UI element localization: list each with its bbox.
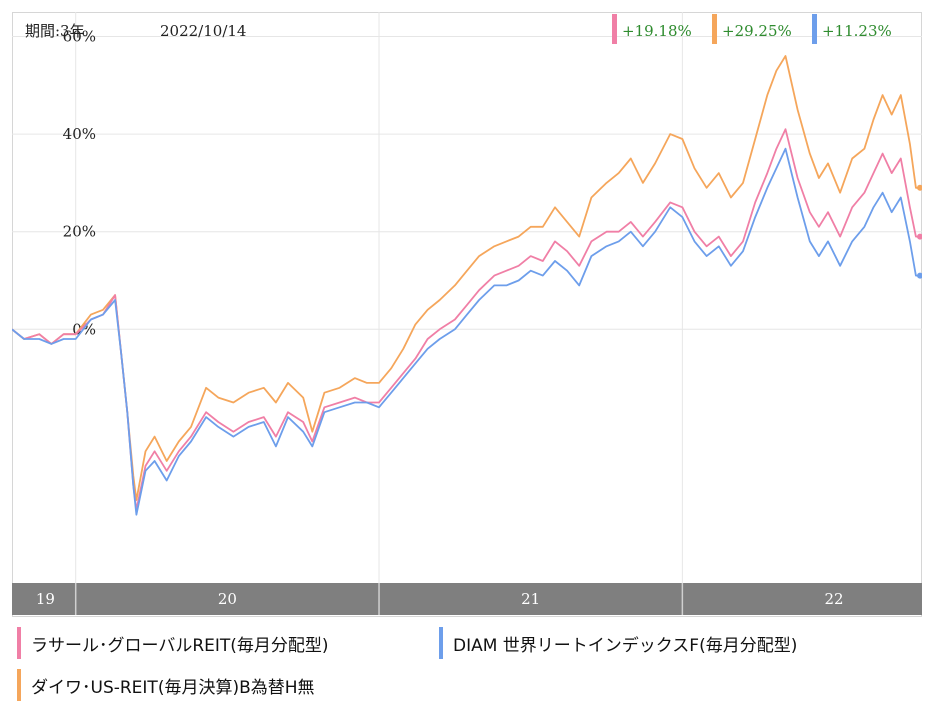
series-end-marker-diam <box>917 272 922 279</box>
return-value-diam: +11.23% <box>822 22 892 40</box>
return-swatch-diam <box>812 14 817 44</box>
series-line-lasalle <box>12 128 922 511</box>
series-lines <box>12 55 922 516</box>
series-line-diam <box>12 147 922 516</box>
x-axis-band: 19 20 21 22 <box>12 583 922 615</box>
return-value-lasalle: +19.18% <box>622 22 692 40</box>
legend-swatch-daiwa <box>17 669 21 701</box>
legend-item-lasalle: ラサール･グローバルREIT(毎月分配型) <box>17 626 329 660</box>
legend-label-diam: DIAM 世界リートインデックスF(毎月分配型) <box>453 635 798 656</box>
period-label: 期間:3年 <box>25 22 85 40</box>
y-tick-label: 40% <box>63 125 96 143</box>
legend-item-daiwa: ダイワ･US-REIT(毎月決算)B為替H無 <box>17 668 315 702</box>
x-tick-label: 19 <box>36 590 55 608</box>
grid <box>12 12 922 583</box>
legend-swatch-lasalle <box>17 627 21 659</box>
y-axis-ticks: 0%20%40%60% <box>63 28 96 339</box>
series-end-marker-daiwa <box>917 184 922 191</box>
series-end-marker-lasalle <box>917 233 922 240</box>
x-tick-label: 22 <box>824 590 843 608</box>
return-value-daiwa: +29.25% <box>722 22 792 40</box>
series-line-daiwa <box>12 55 922 501</box>
y-tick-label: 20% <box>63 223 96 241</box>
return-chart: 0%20%40%60% 19 20 21 22 期間:3年 2022/10/14 +1… <box>12 12 922 615</box>
returns-summary: +19.18% +29.25% +11.23% <box>612 14 892 44</box>
chart-date: 2022/10/14 <box>160 22 246 40</box>
legend-swatch-diam <box>439 627 443 659</box>
x-tick-label: 20 <box>218 590 237 608</box>
x-axis-band-bg <box>12 583 922 615</box>
legend-label-lasalle: ラサール･グローバルREIT(毎月分配型) <box>31 635 329 656</box>
y-tick-label: 60% <box>63 28 96 46</box>
return-swatch-daiwa <box>712 14 717 44</box>
return-swatch-lasalle <box>612 14 617 44</box>
legend-label-daiwa: ダイワ･US-REIT(毎月決算)B為替H無 <box>31 677 315 698</box>
x-tick-label: 21 <box>521 590 540 608</box>
legend-item-diam: DIAM 世界リートインデックスF(毎月分配型) <box>439 626 797 660</box>
legend: ラサール･グローバルREIT(毎月分配型) DIAM 世界リートインデックスF(… <box>12 620 922 712</box>
